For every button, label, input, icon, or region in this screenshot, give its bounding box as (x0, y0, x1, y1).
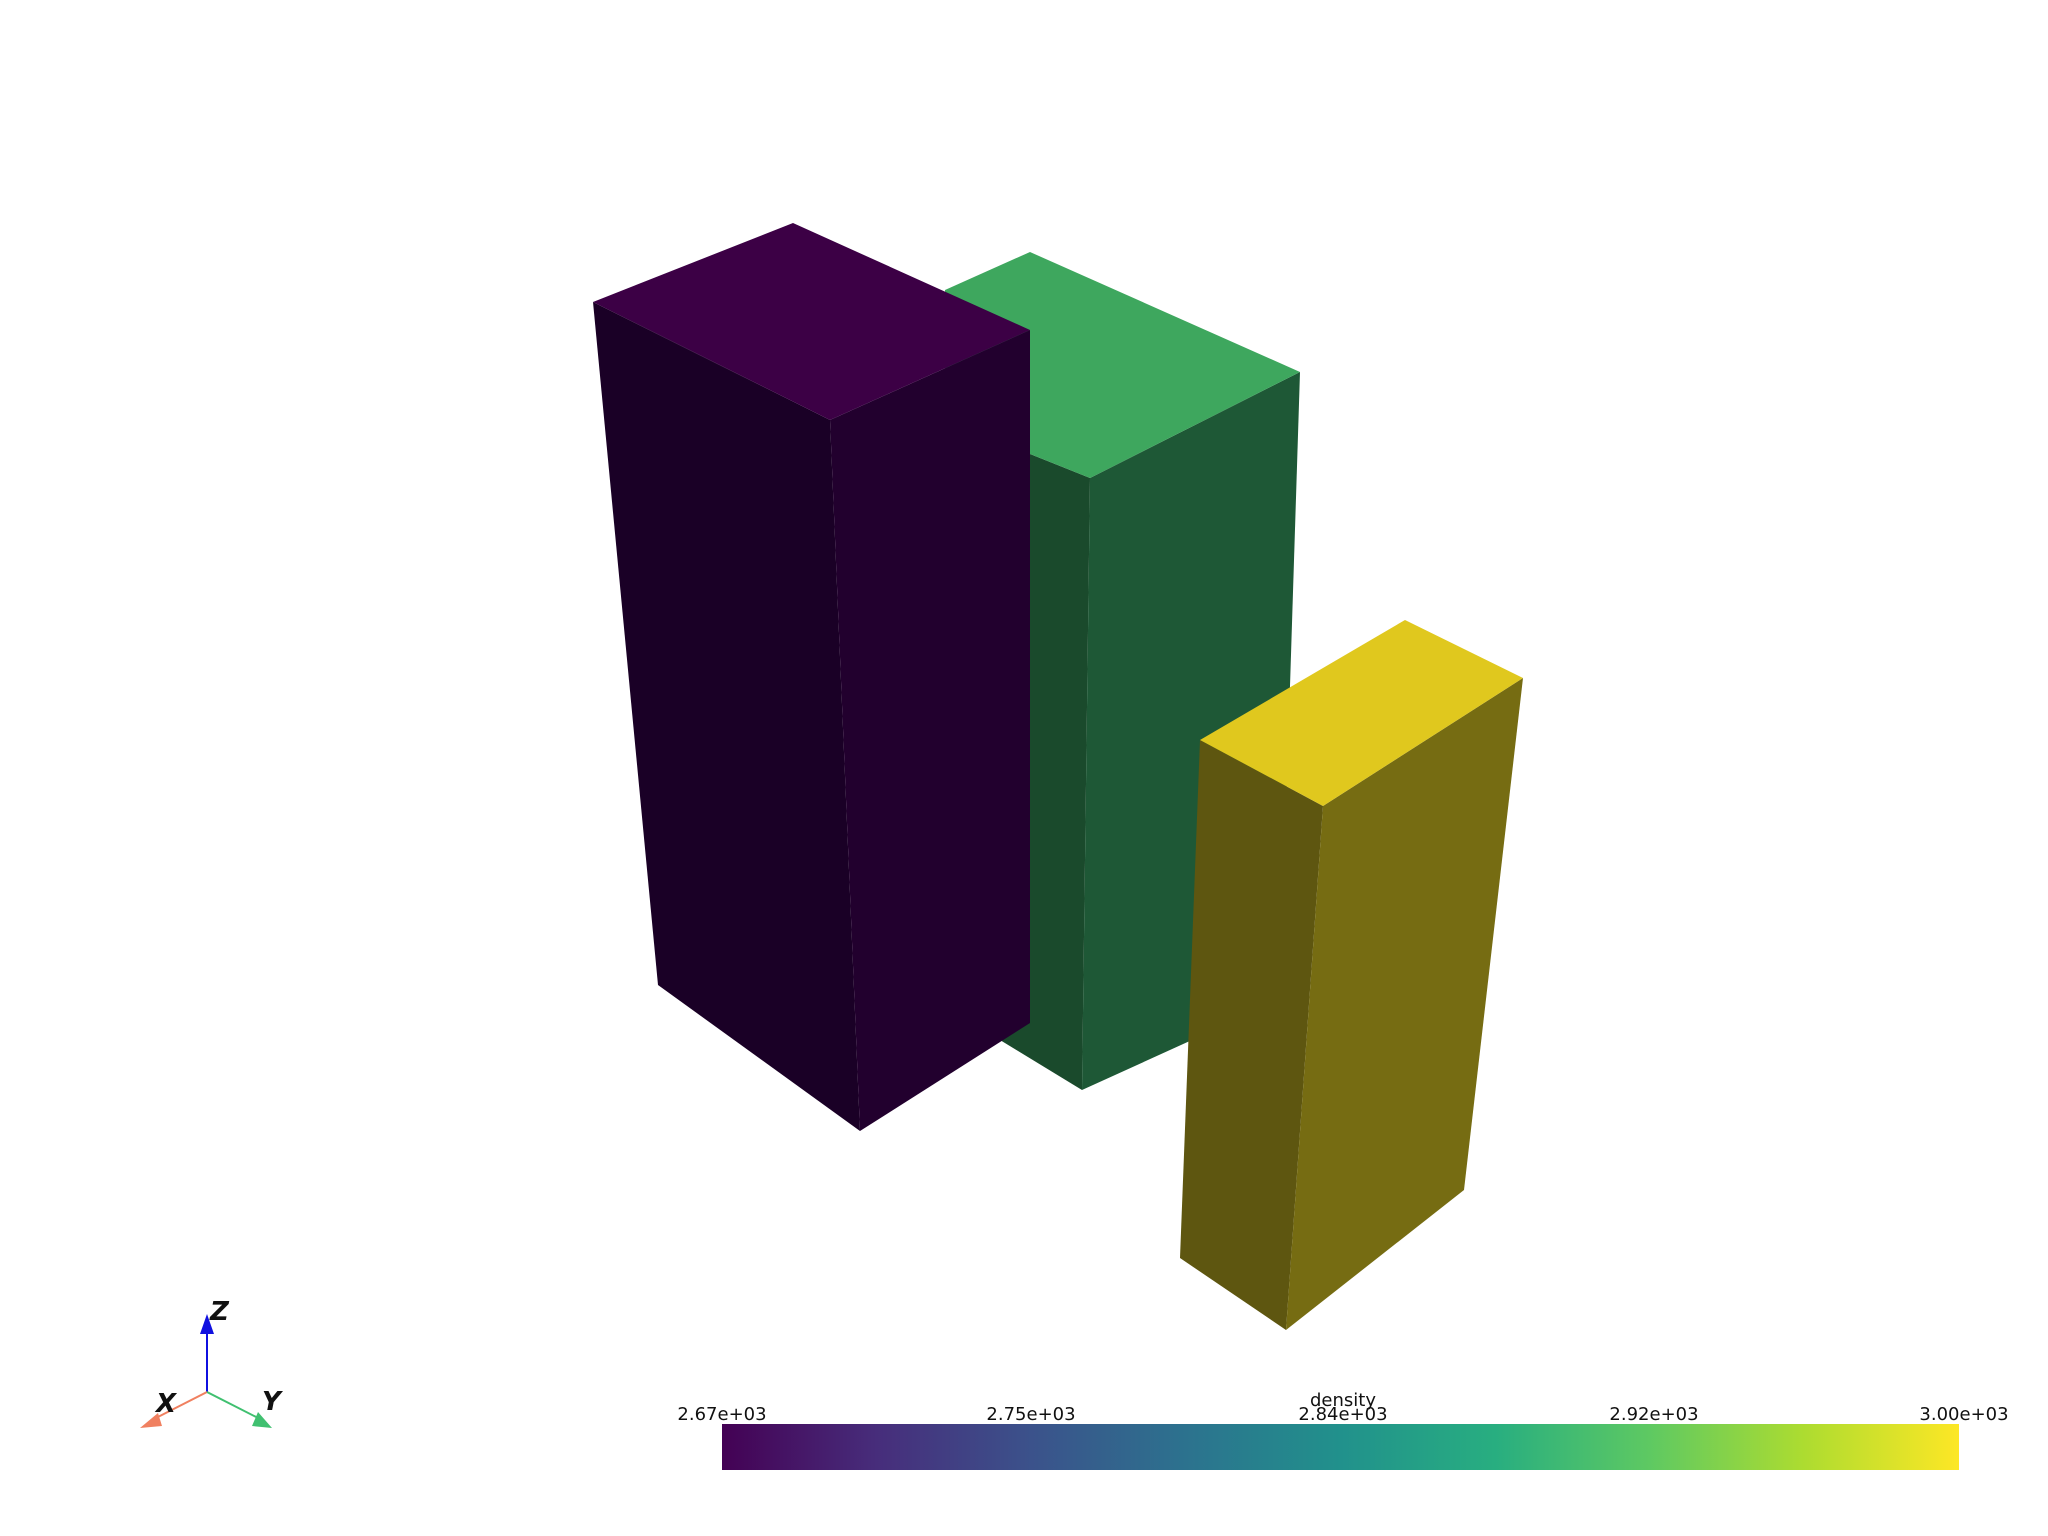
block-yellow-left-face (1180, 740, 1323, 1330)
y-axis-label: Y (262, 1387, 284, 1417)
z-axis-arrow-icon (200, 1314, 214, 1334)
scalar-bar-gradient (722, 1424, 1959, 1470)
block-purple-top-face (593, 223, 1030, 420)
scalar-bar-title: density (1310, 1390, 1376, 1411)
orientation-axes-widget: Z X Y (140, 1297, 284, 1428)
block-purple-right-face (830, 330, 1030, 1131)
block-green-top-face (945, 252, 1300, 478)
y-axis-line (206, 1391, 263, 1421)
block-yellow-top-face (1200, 620, 1523, 806)
block-yellow-right-face (1286, 678, 1523, 1330)
scalar-bar-tick-1: 2.75e+03 (986, 1404, 1075, 1425)
scalar-bar: density 2.67e+03 2.75e+03 2.84e+03 2.92e… (677, 1390, 2009, 1470)
z-axis-label: Z (209, 1297, 230, 1327)
scalar-bar-tick-4: 3.00e+03 (1919, 1404, 2008, 1425)
block-purple (593, 223, 1030, 1131)
scalar-bar-tick-2: 2.84e+03 (1298, 1404, 1387, 1425)
block-purple-left-face (593, 302, 860, 1131)
scalar-bar-tick-0: 2.67e+03 (677, 1404, 766, 1425)
x-axis-arrow-icon (140, 1413, 162, 1428)
x-axis-label: X (154, 1389, 178, 1419)
scalar-bar-tick-3: 2.92e+03 (1609, 1404, 1698, 1425)
x-axis-line (151, 1391, 208, 1421)
y-axis-arrow-icon (252, 1412, 272, 1428)
block-yellow (1180, 620, 1523, 1330)
